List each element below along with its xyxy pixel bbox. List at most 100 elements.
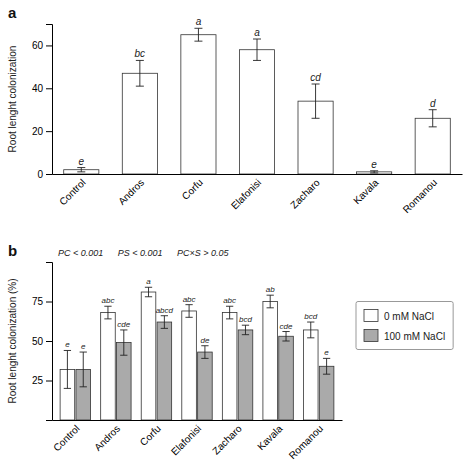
bar: [101, 313, 116, 420]
significance-letter: e: [324, 348, 329, 357]
y-tick: 20: [32, 126, 52, 137]
x-tick: Elafonisi: [169, 423, 204, 458]
bar: [222, 313, 237, 420]
legend: 0 mM NaCl 100 mM NaCl: [356, 302, 453, 350]
legend-label: 100 mM NaCl: [384, 331, 445, 342]
significance-letter: abc: [183, 295, 196, 304]
error-bar: [429, 110, 437, 127]
x-tick: Kavala: [351, 177, 381, 207]
error-bar: [323, 358, 330, 374]
x-tick: Romanou: [401, 177, 439, 215]
letters: eabcaabcabcabbcdecdeabcddebcdcdee: [65, 277, 329, 357]
bar: [182, 311, 197, 420]
error-bar: [226, 306, 233, 319]
y-axis-title: Root lenght colonization (%): [7, 278, 18, 403]
stat-text-item: PS < 0.001: [118, 248, 163, 258]
figure: ebcaacded0204060ControlAndrosCorfuElafon…: [0, 0, 474, 474]
error-bar: [120, 330, 127, 355]
y-tick-mark: [46, 381, 52, 382]
legend-frame: [356, 302, 453, 350]
x-axis-line: [53, 174, 463, 175]
error-bar: [253, 39, 261, 60]
significance-letter: a: [146, 277, 151, 286]
x-tick-label: Corfu: [180, 177, 205, 202]
error-bar: [242, 325, 249, 334]
significance-letter: de: [200, 336, 209, 345]
bar: [157, 322, 172, 420]
significance-letter: bcd: [304, 312, 317, 321]
y-tick: 25: [32, 375, 52, 386]
x-tick-label: Control: [51, 423, 82, 454]
y-tick-label: 60: [32, 40, 44, 51]
letters: ebcaacded: [79, 16, 436, 170]
error-bar: [282, 332, 289, 341]
significance-letter: e: [81, 342, 86, 351]
x-tick-label: Andros: [116, 177, 146, 207]
y-tick-mark: [46, 88, 52, 89]
panel: eabcaabcabcabbcdecdeabcddebcdcdee255075C…: [7, 263, 343, 462]
y-tick-mark: [46, 341, 52, 342]
legend-swatch: [364, 330, 378, 342]
stat-text-item: PC×S > 0.05: [177, 248, 230, 258]
bar: [122, 73, 157, 174]
y-tick-label: 20: [32, 126, 44, 137]
error-bar: [145, 287, 152, 296]
significance-letter: abc: [102, 296, 115, 305]
y-tick-mark: [46, 302, 52, 303]
panel-title: a: [8, 4, 17, 21]
error-bar: [77, 168, 85, 172]
x-tick: Kavala: [255, 423, 285, 453]
x-tick: Zacharo: [288, 177, 322, 211]
significance-letter: cde: [117, 320, 130, 329]
legend-swatch: [364, 310, 378, 322]
x-tick-label: Elafonisi: [169, 423, 204, 458]
error-bar: [194, 28, 202, 41]
legend-label: 0 mM NaCl: [384, 311, 434, 322]
x-tick-label: Corfu: [138, 423, 163, 448]
x-tick: Andros: [116, 177, 146, 207]
x-axis: ControlAndrosCorfuElafonisiZacharoKavala…: [51, 421, 342, 462]
error-bar: [307, 322, 314, 338]
error-bar: [267, 295, 274, 308]
y-tick: 0: [37, 169, 52, 180]
y-axis: 25 50 75: [32, 263, 53, 421]
error-bar: [136, 60, 144, 86]
bar: [198, 352, 213, 420]
error-bar: [104, 306, 111, 319]
significance-letter: cd: [310, 72, 321, 83]
x-tick: Romanou: [287, 423, 325, 461]
x-tick-label: Romanou: [401, 177, 439, 215]
significance-letter: bc: [135, 48, 146, 59]
legend-item: 100 mM NaCl: [364, 330, 445, 342]
error-bar: [64, 350, 71, 388]
x-tick-label: Zacharo: [288, 177, 322, 211]
x-tick: Elafonisi: [229, 177, 264, 212]
stat-text: PC < 0.001 PS < 0.001 PC×S > 0.05: [58, 248, 229, 258]
significance-letter: a: [196, 16, 202, 27]
error-bar: [80, 352, 87, 387]
x-tick-label: Kavala: [255, 423, 285, 453]
y-tick: 50: [32, 336, 52, 347]
error-bar: [370, 171, 378, 173]
significance-letter: bcd: [239, 315, 252, 324]
y-tick-label: 75: [32, 296, 44, 307]
bar: [181, 35, 216, 174]
y-tick-mark: [46, 45, 52, 46]
marks: [64, 28, 451, 174]
y-tick-label: 50: [32, 336, 44, 347]
y-tick: 60: [32, 40, 52, 51]
x-axis: ControlAndrosCorfuElafonisiZacharoKavala…: [53, 175, 463, 216]
x-tick-label: Zacharo: [210, 423, 244, 457]
bar: [141, 292, 156, 420]
marks: [60, 287, 334, 420]
error-bar: [185, 305, 192, 318]
stat-text-item: PC < 0.001: [58, 248, 103, 258]
bar: [303, 330, 318, 420]
y-tick: 75: [32, 296, 52, 307]
y-tick: 40: [32, 83, 52, 94]
significance-letter: a: [254, 27, 260, 38]
significance-letter: e: [371, 159, 377, 170]
y-axis-line: [46, 263, 53, 421]
x-tick: Corfu: [138, 423, 163, 448]
y-axis-title: Root lenght colonization: [7, 46, 18, 153]
